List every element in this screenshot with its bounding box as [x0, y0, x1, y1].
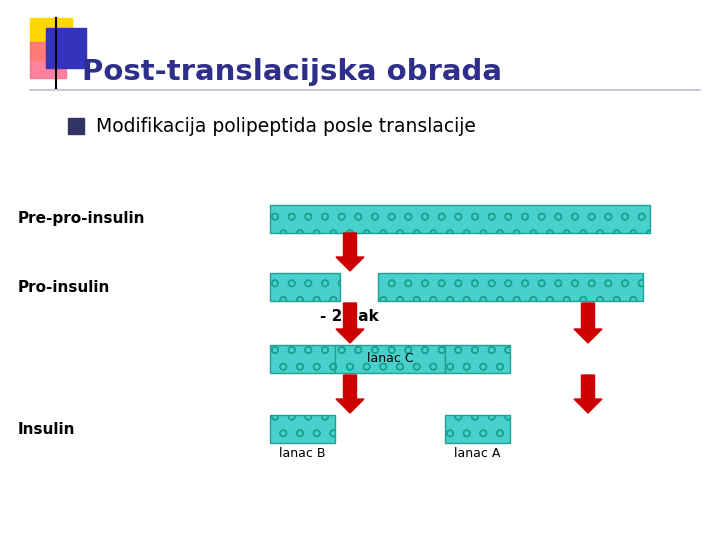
- Text: lanac A: lanac A: [454, 447, 500, 460]
- FancyArrow shape: [336, 233, 364, 271]
- Text: Insulin: Insulin: [18, 422, 76, 436]
- FancyArrow shape: [336, 375, 364, 413]
- Text: Pro-insulin: Pro-insulin: [18, 280, 110, 294]
- Bar: [30, 18, 72, 60]
- FancyArrow shape: [574, 303, 602, 343]
- Bar: [378, 273, 643, 301]
- Bar: [335, 345, 445, 373]
- Text: Post-translacijska obrada: Post-translacijska obrada: [82, 58, 502, 86]
- Bar: [68, 118, 84, 134]
- Bar: [270, 415, 335, 443]
- Bar: [445, 345, 510, 373]
- Text: - 23 ak: - 23 ak: [320, 309, 379, 324]
- FancyArrow shape: [336, 303, 364, 343]
- Bar: [270, 345, 335, 373]
- Bar: [270, 273, 340, 301]
- FancyArrow shape: [574, 375, 602, 413]
- Text: Pre-pro-insulin: Pre-pro-insulin: [18, 212, 145, 226]
- Bar: [445, 415, 510, 443]
- Bar: [270, 205, 650, 233]
- Bar: [30, 42, 66, 78]
- Bar: [46, 28, 86, 68]
- Text: lanac B: lanac B: [279, 447, 325, 460]
- Text: lanac C: lanac C: [366, 353, 413, 366]
- Text: Modifikacija polipeptida posle translacije: Modifikacija polipeptida posle translaci…: [96, 118, 476, 137]
